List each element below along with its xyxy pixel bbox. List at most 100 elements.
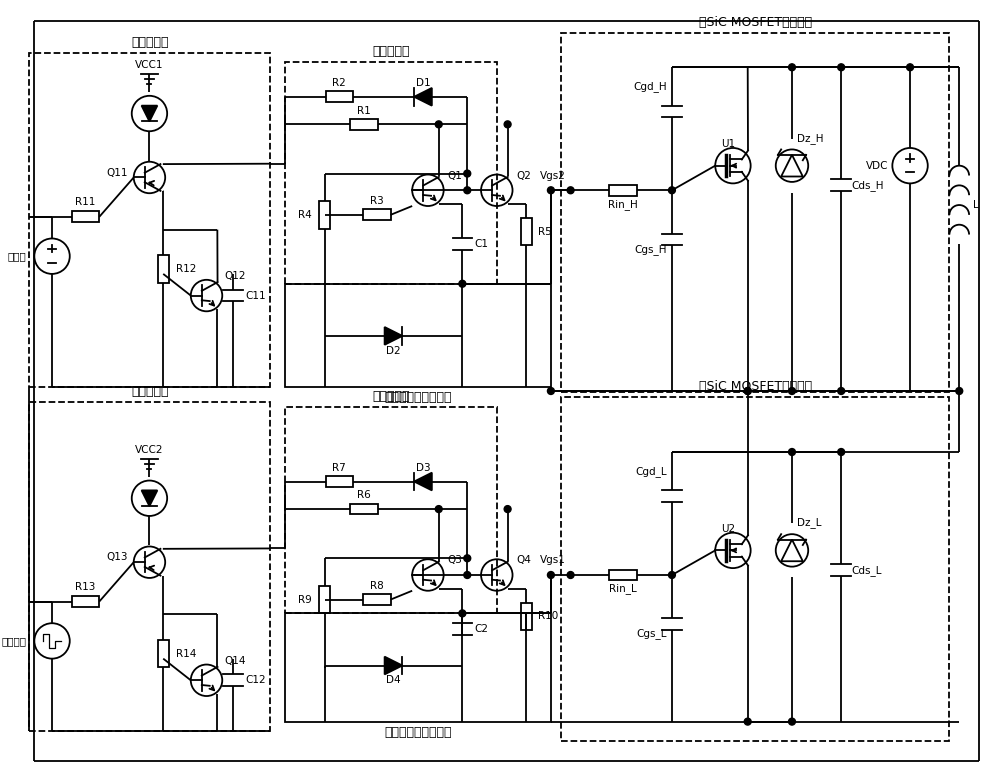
Circle shape	[504, 506, 511, 512]
Bar	[363, 210, 391, 221]
Text: Cgd_H: Cgd_H	[633, 81, 667, 92]
Bar	[158, 255, 169, 283]
Text: D2: D2	[386, 346, 401, 356]
Text: VCC2: VCC2	[135, 445, 164, 455]
Bar	[561, 397, 949, 741]
Text: 负压源: 负压源	[8, 251, 26, 261]
Bar	[319, 586, 330, 613]
Circle shape	[464, 555, 471, 561]
Text: Q11: Q11	[106, 167, 128, 178]
Polygon shape	[385, 657, 402, 674]
Text: R3: R3	[370, 196, 384, 206]
Text: 下桥臂串扰抑制电路: 下桥臂串扰抑制电路	[384, 726, 452, 738]
Bar	[609, 569, 637, 580]
Circle shape	[547, 572, 554, 579]
Bar	[285, 284, 551, 387]
Text: C1: C1	[474, 239, 488, 249]
Text: Cgd_L: Cgd_L	[635, 466, 667, 477]
Circle shape	[547, 187, 554, 194]
Bar	[521, 603, 532, 630]
Circle shape	[838, 388, 845, 394]
Circle shape	[668, 572, 675, 579]
Circle shape	[789, 449, 795, 455]
Circle shape	[744, 388, 751, 394]
Bar	[72, 211, 99, 222]
Bar	[561, 33, 949, 392]
Polygon shape	[414, 472, 432, 490]
Circle shape	[435, 121, 442, 127]
Text: 上桥臂串扰抑制电路: 上桥臂串扰抑制电路	[384, 391, 452, 404]
Circle shape	[459, 280, 466, 287]
Text: 上驱动电路: 上驱动电路	[372, 45, 410, 59]
Text: Q14: Q14	[224, 655, 246, 665]
Circle shape	[744, 718, 751, 725]
Text: Q1: Q1	[448, 170, 462, 181]
Circle shape	[464, 187, 471, 194]
Text: 方波脉冲: 方波脉冲	[1, 636, 26, 646]
Text: R1: R1	[357, 106, 371, 116]
Bar	[521, 218, 532, 246]
Text: R14: R14	[176, 649, 196, 658]
Circle shape	[547, 388, 554, 394]
Bar	[350, 504, 378, 515]
Text: Cds_L: Cds_L	[851, 565, 882, 576]
Text: Rin_L: Rin_L	[609, 583, 637, 594]
Text: VCC1: VCC1	[135, 60, 164, 70]
Text: Q4: Q4	[516, 555, 531, 565]
Circle shape	[789, 388, 795, 394]
Bar	[326, 476, 353, 487]
Text: 下放大电路: 下放大电路	[131, 385, 169, 398]
Circle shape	[567, 572, 574, 579]
Circle shape	[789, 718, 795, 725]
Bar	[363, 594, 391, 605]
Text: R9: R9	[298, 594, 312, 604]
Polygon shape	[142, 490, 157, 506]
Text: U2: U2	[721, 524, 735, 534]
Text: U1: U1	[721, 139, 735, 149]
Text: D3: D3	[416, 463, 430, 473]
Text: D4: D4	[386, 676, 401, 685]
Bar	[350, 119, 378, 130]
Text: R13: R13	[75, 582, 96, 592]
Circle shape	[789, 64, 795, 70]
Circle shape	[907, 64, 913, 70]
Circle shape	[435, 506, 442, 512]
Polygon shape	[142, 106, 157, 121]
Bar	[609, 185, 637, 196]
Text: R6: R6	[357, 490, 371, 500]
Bar	[29, 402, 270, 731]
Text: D1: D1	[416, 78, 430, 88]
Text: R5: R5	[538, 227, 552, 237]
Polygon shape	[385, 327, 402, 345]
Circle shape	[464, 170, 471, 177]
Text: R8: R8	[370, 581, 384, 591]
Text: Q3: Q3	[448, 555, 462, 565]
Text: 下驱动电路: 下驱动电路	[372, 389, 410, 403]
Circle shape	[838, 64, 845, 70]
Text: 上放大电路: 上放大电路	[131, 36, 169, 48]
Text: Rin_H: Rin_H	[608, 199, 638, 210]
Text: R10: R10	[538, 612, 558, 622]
Text: VDC: VDC	[866, 160, 888, 170]
Text: Q13: Q13	[106, 552, 128, 562]
Text: R11: R11	[75, 197, 96, 207]
Text: Cds_H: Cds_H	[851, 180, 884, 191]
Bar	[319, 201, 330, 228]
Text: Cgs_L: Cgs_L	[637, 629, 667, 640]
Circle shape	[464, 572, 471, 579]
Text: Cgs_H: Cgs_H	[635, 244, 667, 255]
Bar	[285, 407, 497, 613]
Bar	[285, 63, 497, 284]
Bar	[326, 91, 353, 102]
Text: Dz_H: Dz_H	[797, 133, 823, 144]
Circle shape	[744, 388, 751, 394]
Text: L: L	[973, 200, 979, 210]
Text: Vgs2: Vgs2	[540, 170, 566, 181]
Text: R2: R2	[332, 78, 346, 88]
Circle shape	[567, 187, 574, 194]
Circle shape	[668, 187, 675, 194]
Circle shape	[459, 610, 466, 617]
Text: Q12: Q12	[224, 271, 246, 281]
Text: Vgs1: Vgs1	[540, 555, 566, 565]
Bar	[72, 596, 99, 607]
